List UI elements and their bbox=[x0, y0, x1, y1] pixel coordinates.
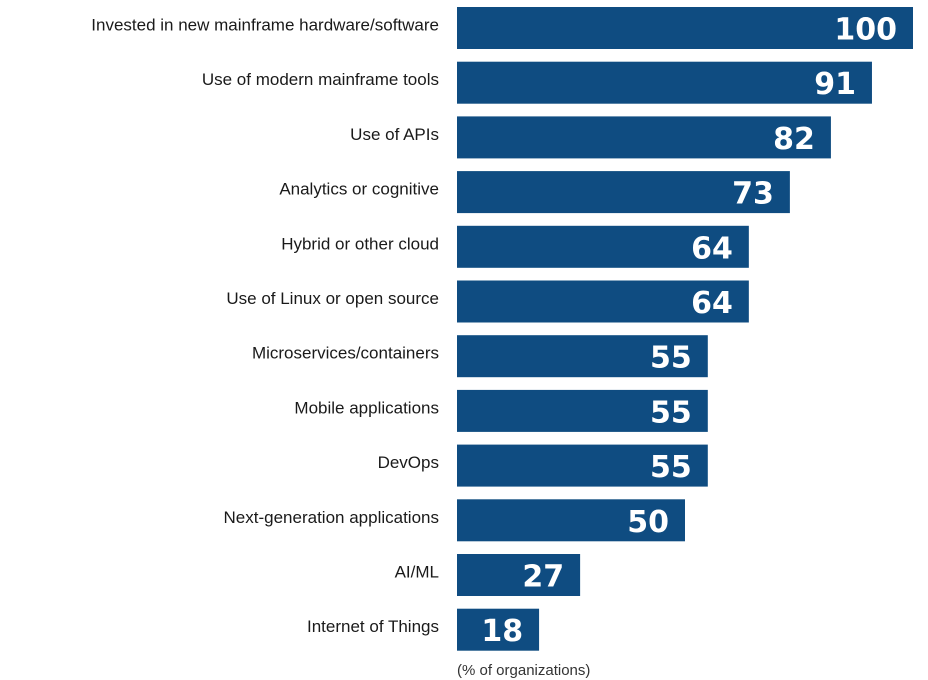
value-label: 55 bbox=[650, 450, 692, 485]
bar bbox=[457, 61, 872, 104]
bar bbox=[457, 608, 540, 651]
value-label: 55 bbox=[650, 395, 692, 430]
value-label: 64 bbox=[691, 231, 733, 266]
x-axis-label: (% of organizations) bbox=[457, 662, 590, 679]
category-label: Use of Linux or open source bbox=[226, 289, 439, 308]
value-label: 91 bbox=[814, 67, 856, 102]
bar bbox=[457, 444, 708, 487]
value-label: 100 bbox=[834, 13, 897, 48]
category-label: Use of modern mainframe tools bbox=[202, 70, 439, 89]
bar bbox=[457, 554, 581, 596]
value-label: 18 bbox=[481, 614, 523, 649]
bar bbox=[457, 389, 708, 432]
value-label: 27 bbox=[522, 560, 564, 595]
category-label: Internet of Things bbox=[307, 617, 439, 636]
bar bbox=[457, 499, 685, 542]
bar bbox=[457, 280, 749, 323]
bar bbox=[457, 7, 913, 49]
value-label: 82 bbox=[773, 122, 815, 157]
bar bbox=[457, 225, 749, 268]
bar bbox=[457, 116, 831, 159]
category-label: DevOps bbox=[378, 453, 439, 472]
category-label: Analytics or cognitive bbox=[279, 180, 439, 199]
value-label: 55 bbox=[650, 341, 692, 376]
bars-group: Invested in new mainframe hardware/softw… bbox=[91, 7, 913, 651]
value-label: 50 bbox=[627, 505, 669, 540]
category-label: Use of APIs bbox=[350, 125, 439, 144]
bar bbox=[457, 335, 708, 378]
category-label: Microservices/containers bbox=[252, 344, 439, 363]
category-label: Invested in new mainframe hardware/softw… bbox=[91, 15, 439, 34]
bar bbox=[457, 171, 790, 214]
category-label: Next-generation applications bbox=[224, 508, 439, 527]
category-label: Mobile applications bbox=[294, 398, 439, 417]
category-label: AI/ML bbox=[395, 562, 439, 581]
value-label: 73 bbox=[732, 177, 774, 212]
category-label: Hybrid or other cloud bbox=[281, 234, 439, 253]
value-label: 64 bbox=[691, 286, 733, 321]
